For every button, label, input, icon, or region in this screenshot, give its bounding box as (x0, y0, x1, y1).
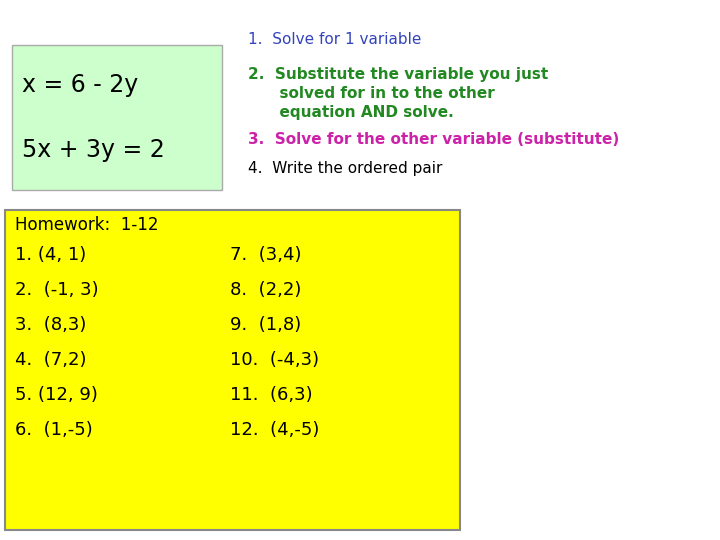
Text: 2.  (-1, 3): 2. (-1, 3) (15, 281, 99, 299)
FancyBboxPatch shape (5, 210, 460, 530)
Text: equation AND solve.: equation AND solve. (248, 105, 454, 119)
Text: 4.  Write the ordered pair: 4. Write the ordered pair (248, 160, 442, 176)
Text: 3.  (8,3): 3. (8,3) (15, 316, 86, 334)
Text: 8.  (2,2): 8. (2,2) (230, 281, 302, 299)
Text: 7.  (3,4): 7. (3,4) (230, 246, 302, 264)
FancyBboxPatch shape (12, 45, 222, 190)
Text: 1. (4, 1): 1. (4, 1) (15, 246, 86, 264)
Text: 9.  (1,8): 9. (1,8) (230, 316, 301, 334)
Text: 10.  (-4,3): 10. (-4,3) (230, 351, 319, 369)
Text: 4.  (7,2): 4. (7,2) (15, 351, 86, 369)
Text: 12.  (4,-5): 12. (4,-5) (230, 421, 320, 439)
Text: Homework:  1-12: Homework: 1-12 (15, 216, 158, 234)
Text: 2.  Substitute the variable you just: 2. Substitute the variable you just (248, 66, 548, 82)
Text: 11.  (6,3): 11. (6,3) (230, 386, 312, 404)
Text: solved for in to the other: solved for in to the other (248, 85, 495, 100)
Text: 1.  Solve for 1 variable: 1. Solve for 1 variable (248, 32, 421, 48)
Text: 5x + 3y = 2: 5x + 3y = 2 (22, 138, 165, 162)
Text: 6.  (1,-5): 6. (1,-5) (15, 421, 93, 439)
Text: x = 6 - 2y: x = 6 - 2y (22, 73, 138, 97)
Text: 3.  Solve for the other variable (substitute): 3. Solve for the other variable (substit… (248, 132, 619, 147)
Text: 5. (12, 9): 5. (12, 9) (15, 386, 98, 404)
